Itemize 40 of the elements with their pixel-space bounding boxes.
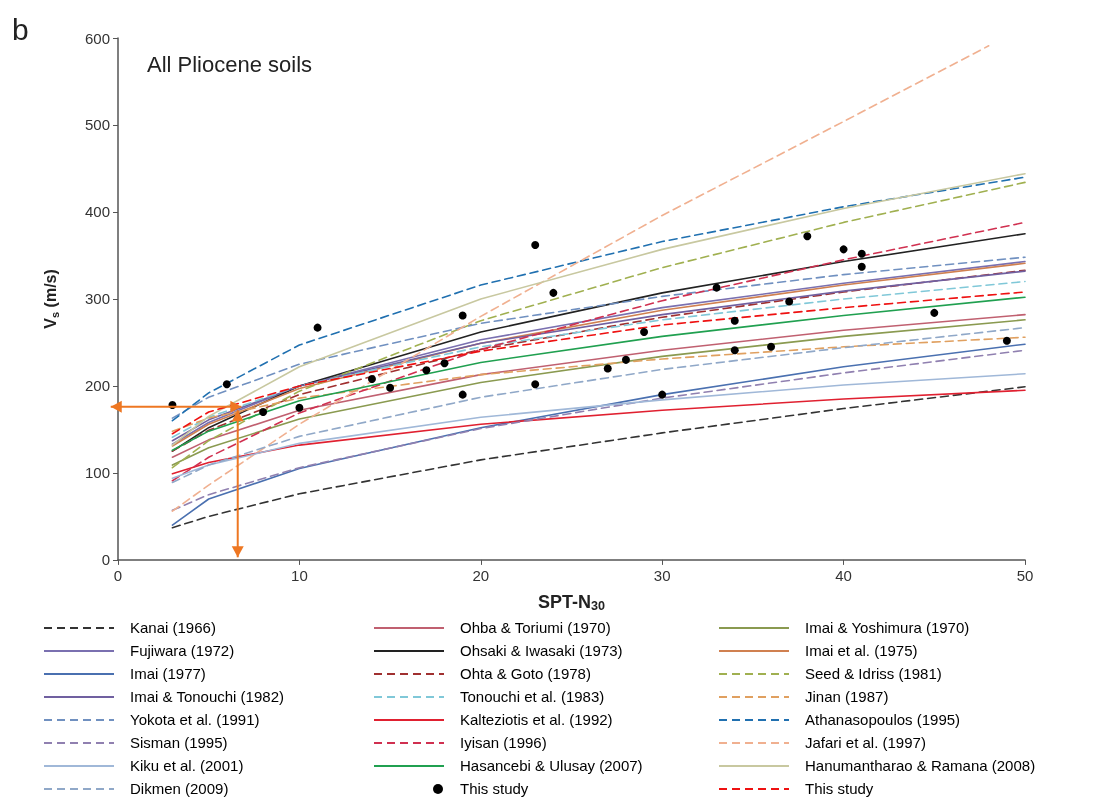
legend-label: Athanasopoulos (1995) bbox=[805, 711, 961, 728]
y-tick-label: 400 bbox=[84, 203, 110, 221]
x-tick-label: 20 bbox=[472, 566, 490, 584]
legend-label: Kalteziotis et al. (1992) bbox=[460, 711, 613, 728]
y-tick-label: 100 bbox=[84, 464, 110, 482]
y-axis-title: Vs (m/s) bbox=[42, 269, 61, 329]
text: b bbox=[12, 12, 29, 46]
legend-label: Jinan (1987) bbox=[805, 688, 889, 705]
legend-label: Yokota et al. (1991) bbox=[130, 711, 260, 728]
legend-label: Tonouchi et al. (1983) bbox=[460, 688, 605, 705]
legend-label: Hasancebi & Ulusay (2007) bbox=[460, 757, 643, 774]
legend-label: Iyisan (1996) bbox=[460, 734, 547, 751]
legend-label: Imai (1977) bbox=[130, 665, 206, 682]
legend-label: This study bbox=[805, 780, 874, 797]
x-tick-label: 50 bbox=[1016, 566, 1034, 584]
legend-label: Imai & Yoshimura (1970) bbox=[805, 619, 970, 636]
legend-label: Sisman (1995) bbox=[130, 734, 228, 751]
legend-label: Seed & Idriss (1981) bbox=[805, 665, 942, 682]
legend-label: This study bbox=[460, 780, 529, 797]
y-tick-label: 300 bbox=[84, 290, 110, 308]
legend-label: Dikmen (2009) bbox=[130, 780, 229, 797]
x-tick-label: 0 bbox=[113, 566, 123, 584]
legend-label: Ohsaki & Iwasaki (1973) bbox=[460, 642, 623, 659]
legend-label: Hanumantharao & Ramana (2008) bbox=[805, 757, 1036, 774]
y-tick-label: 600 bbox=[84, 29, 110, 47]
legend-label: Imai & Tonouchi (1982) bbox=[130, 688, 284, 705]
legend-label: Imai et al. (1975) bbox=[805, 642, 918, 659]
x-tick-label: 10 bbox=[291, 566, 308, 584]
legend-label: Kanai (1966) bbox=[130, 619, 216, 636]
text: All Pliocene soils bbox=[147, 51, 313, 77]
legend-label: Ohba & Toriumi (1970) bbox=[460, 619, 611, 636]
x-tick-label: 30 bbox=[653, 566, 671, 584]
legend-label: Ohta & Goto (1978) bbox=[460, 665, 591, 682]
legend-label: Jafari et al. (1997) bbox=[805, 734, 926, 751]
y-tick-label: 500 bbox=[84, 116, 110, 134]
y-tick-label: 200 bbox=[84, 377, 110, 395]
legend-label: Fujiwara (1972) bbox=[130, 642, 235, 659]
legend-label: Kiku et al. (2001) bbox=[130, 757, 244, 774]
x-tick-label: 40 bbox=[835, 566, 852, 584]
y-tick-label: 0 bbox=[101, 551, 110, 569]
